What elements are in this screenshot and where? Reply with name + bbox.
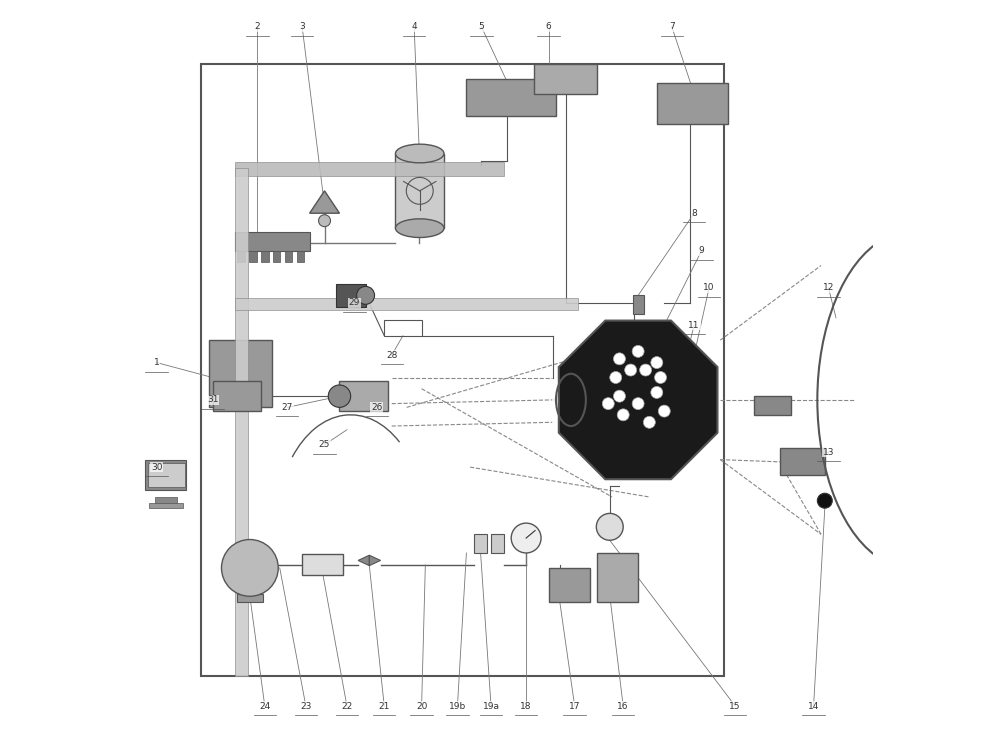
FancyBboxPatch shape	[534, 64, 597, 94]
Text: 19b: 19b	[449, 701, 466, 710]
Circle shape	[617, 409, 629, 421]
Text: 26: 26	[371, 403, 382, 412]
FancyBboxPatch shape	[149, 503, 183, 508]
Text: 19a: 19a	[483, 701, 500, 710]
Polygon shape	[552, 362, 593, 437]
Text: 31: 31	[207, 396, 218, 405]
Circle shape	[357, 286, 375, 304]
FancyBboxPatch shape	[273, 251, 280, 262]
Text: 16: 16	[617, 701, 629, 710]
Circle shape	[651, 387, 663, 399]
Text: 1: 1	[154, 358, 159, 367]
Text: 28: 28	[386, 350, 397, 359]
Text: 3: 3	[299, 22, 305, 31]
FancyBboxPatch shape	[155, 497, 177, 504]
FancyBboxPatch shape	[474, 535, 487, 553]
Text: 13: 13	[823, 448, 834, 457]
Text: 8: 8	[691, 208, 697, 217]
Polygon shape	[358, 555, 369, 565]
Text: 17: 17	[569, 701, 580, 710]
Polygon shape	[559, 321, 717, 479]
FancyBboxPatch shape	[261, 251, 269, 262]
FancyBboxPatch shape	[633, 295, 644, 314]
Circle shape	[602, 398, 614, 410]
FancyBboxPatch shape	[597, 553, 638, 602]
Text: 12: 12	[823, 283, 834, 292]
Text: 23: 23	[300, 701, 312, 710]
Text: 22: 22	[341, 701, 353, 710]
Polygon shape	[369, 555, 381, 565]
Circle shape	[658, 405, 670, 417]
FancyBboxPatch shape	[235, 168, 248, 676]
FancyBboxPatch shape	[302, 554, 343, 575]
Circle shape	[610, 371, 622, 384]
Text: 30: 30	[151, 463, 162, 472]
FancyBboxPatch shape	[549, 568, 590, 602]
Circle shape	[511, 523, 541, 553]
FancyBboxPatch shape	[235, 162, 504, 176]
Circle shape	[817, 493, 832, 508]
Circle shape	[640, 364, 652, 376]
Text: 5: 5	[478, 22, 484, 31]
FancyBboxPatch shape	[395, 153, 444, 228]
FancyBboxPatch shape	[148, 463, 185, 487]
Text: 25: 25	[319, 440, 330, 449]
Polygon shape	[310, 191, 339, 213]
Circle shape	[632, 345, 644, 357]
Ellipse shape	[395, 219, 444, 238]
FancyBboxPatch shape	[145, 460, 186, 489]
Text: 14: 14	[808, 701, 819, 710]
FancyBboxPatch shape	[209, 341, 272, 408]
Text: 27: 27	[282, 403, 293, 412]
Text: 15: 15	[729, 701, 741, 710]
FancyBboxPatch shape	[339, 381, 388, 411]
FancyBboxPatch shape	[237, 251, 245, 262]
Text: 21: 21	[379, 701, 390, 710]
Circle shape	[625, 364, 637, 376]
FancyBboxPatch shape	[237, 594, 263, 602]
Circle shape	[651, 356, 663, 368]
Circle shape	[632, 398, 644, 410]
FancyBboxPatch shape	[235, 232, 310, 251]
Text: 4: 4	[411, 22, 417, 31]
Circle shape	[643, 416, 655, 428]
FancyBboxPatch shape	[780, 448, 825, 475]
Text: 7: 7	[669, 22, 675, 31]
Text: 9: 9	[699, 246, 704, 255]
Circle shape	[221, 540, 278, 596]
Circle shape	[655, 371, 667, 384]
Circle shape	[319, 214, 331, 226]
Ellipse shape	[395, 144, 444, 163]
Text: 2: 2	[255, 22, 260, 31]
FancyBboxPatch shape	[213, 381, 261, 411]
FancyBboxPatch shape	[754, 396, 791, 414]
FancyBboxPatch shape	[336, 284, 366, 307]
Text: 29: 29	[349, 298, 360, 307]
FancyBboxPatch shape	[285, 251, 292, 262]
Text: 6: 6	[546, 22, 551, 31]
Circle shape	[328, 385, 351, 408]
FancyBboxPatch shape	[297, 251, 304, 262]
Circle shape	[613, 390, 625, 402]
Text: 20: 20	[416, 701, 427, 710]
Circle shape	[596, 513, 623, 541]
FancyBboxPatch shape	[466, 79, 556, 116]
Text: 10: 10	[703, 283, 715, 292]
Text: 18: 18	[520, 701, 532, 710]
Text: 24: 24	[259, 701, 270, 710]
FancyBboxPatch shape	[245, 568, 256, 598]
Circle shape	[613, 353, 625, 365]
Text: 11: 11	[688, 321, 700, 330]
FancyBboxPatch shape	[657, 82, 728, 124]
FancyBboxPatch shape	[235, 298, 578, 310]
FancyBboxPatch shape	[249, 251, 257, 262]
FancyBboxPatch shape	[491, 535, 504, 553]
